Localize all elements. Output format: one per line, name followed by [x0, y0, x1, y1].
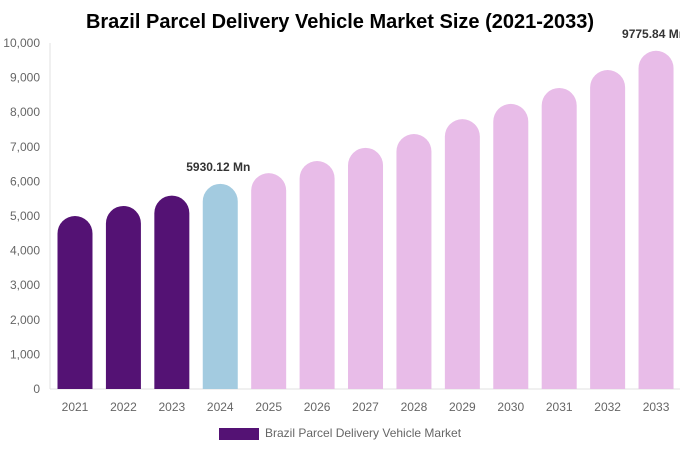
x-tick-label: 2024	[207, 400, 234, 414]
bars	[57, 50, 674, 390]
legend-swatch	[219, 428, 259, 440]
x-tick-label: 2031	[546, 400, 573, 414]
x-tick-label: 2032	[594, 400, 621, 414]
bar-2032[interactable]	[590, 69, 626, 389]
bar-2031[interactable]	[541, 87, 577, 389]
y-tick-label: 10,000	[3, 36, 40, 50]
bar-2028[interactable]	[396, 133, 432, 389]
y-tick-label: 6,000	[10, 174, 40, 188]
x-tick-label: 2028	[401, 400, 428, 414]
y-tick-label: 3,000	[10, 278, 40, 292]
y-tick-label: 5,000	[10, 209, 40, 223]
legend-label: Brazil Parcel Delivery Vehicle Market	[265, 426, 462, 440]
bar-2026[interactable]	[299, 160, 335, 389]
x-tick-label: 2021	[62, 400, 89, 414]
x-tick-label: 2023	[158, 400, 185, 414]
bar-2021[interactable]	[57, 216, 93, 389]
bar-2023[interactable]	[154, 195, 190, 389]
bar-2027[interactable]	[348, 147, 384, 389]
chart-title: Brazil Parcel Delivery Vehicle Market Si…	[86, 11, 594, 33]
y-tick-label: 0	[33, 382, 40, 396]
x-tick-label: 2027	[352, 400, 379, 414]
y-tick-label: 4,000	[10, 244, 40, 258]
x-tick-label: 2029	[449, 400, 476, 414]
y-tick-label: 7,000	[10, 140, 40, 154]
x-tick-label: 2026	[304, 400, 331, 414]
bar-2029[interactable]	[444, 119, 480, 390]
bar-2024[interactable]	[202, 183, 238, 389]
legend[interactable]: Brazil Parcel Delivery Vehicle Market	[219, 426, 462, 440]
y-tick-label: 2,000	[10, 313, 40, 327]
data-label-2033: 9775.84 Mn	[622, 27, 680, 41]
bar-2030[interactable]	[493, 103, 529, 389]
x-axis: 2021 2022 2023 2024 2025 2026 2027 2028 2029 2030…	[62, 400, 670, 414]
y-tick-label: 8,000	[10, 105, 40, 119]
x-tick-label: 2030	[497, 400, 524, 414]
bar-2022[interactable]	[105, 205, 141, 389]
x-tick-label: 2025	[255, 400, 282, 414]
y-tick-label: 1,000	[10, 347, 40, 361]
x-tick-label: 2033	[643, 400, 670, 414]
bar-2033[interactable]	[638, 50, 674, 390]
y-axis: 0 1,000 2,000 3,000 4,000 5,000 6,000 7,000 8,00…	[3, 36, 680, 396]
bar-2025[interactable]	[251, 173, 287, 389]
data-labels: 5930.12 Mn 9775.84 Mn	[186, 27, 680, 174]
data-label-2024: 5930.12 Mn	[186, 160, 250, 174]
x-tick-label: 2022	[110, 400, 137, 414]
y-tick-label: 9,000	[10, 71, 40, 85]
